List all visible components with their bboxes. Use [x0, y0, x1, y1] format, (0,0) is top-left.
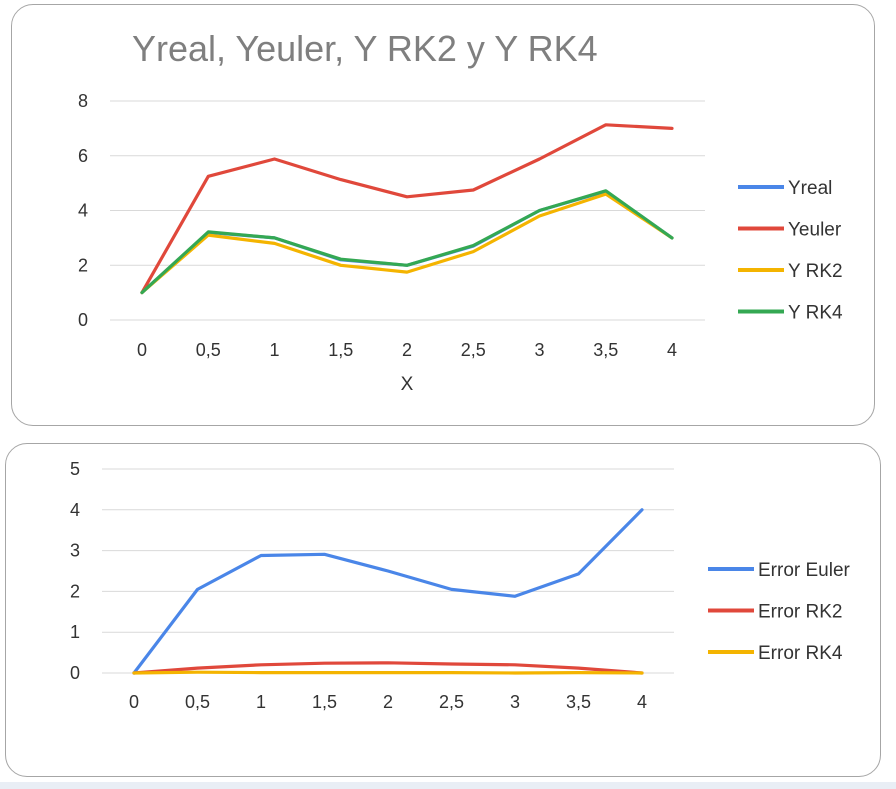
chart-1-legend-label-y-rk4: Y RK4: [788, 303, 843, 324]
chart-1-x-tick-label: 3: [534, 340, 544, 360]
chart-2-x-tick-label: 2,5: [439, 692, 464, 712]
chart-1-series-y-rk2-line: [140, 192, 674, 295]
chart-1-x-tick-label: 4: [667, 340, 677, 360]
chart-2-x-tick-label: 0: [129, 692, 139, 712]
chart-2-x-tick-label: 2: [383, 692, 393, 712]
chart-1-y-tick-label: 0: [78, 310, 88, 330]
chart-1-svg: Yreal, Yeuler, Y RK2 y Y RK4 0 2 4 6 8 0 0,5 1…: [78, 28, 843, 395]
chart-2-series: [132, 508, 644, 675]
chart-2-y-tick-label: 5: [70, 459, 80, 479]
chart-1-x-tick-label: 0: [137, 340, 147, 360]
chart-2-y-tick-label: 4: [70, 500, 80, 520]
chart-2-y-tick-label: 3: [70, 541, 80, 561]
chart-2-y-tick-label: 1: [70, 622, 80, 642]
chart-1-x-tick-label: 1,5: [328, 340, 353, 360]
chart-1-legend: Yreal Yeuler Y RK2 Y RK4: [738, 178, 843, 324]
chart-1-legend-label-yreal: Yreal: [788, 178, 832, 199]
chart-2-x-tick-label: 0,5: [185, 692, 210, 712]
chart-2-x-tick-label: 3: [510, 692, 520, 712]
chart-1-x-tick-label: 2: [402, 340, 412, 360]
chart-2-x-ticks: 0 0,5 1 1,5 2 2,5 3 3,5 4: [129, 692, 647, 712]
chart-1-title: Yreal, Yeuler, Y RK2 y Y RK4: [132, 28, 598, 69]
chart-2-y-tick-label: 0: [70, 663, 80, 683]
chart-1-x-tick-label: 0,5: [196, 340, 221, 360]
chart-1-x-tick-label: 2,5: [461, 340, 486, 360]
chart-2-legend: Error Euler Error RK2 Error RK4: [708, 560, 851, 664]
chart-2-x-tick-label: 1,5: [312, 692, 337, 712]
chart-1-x-axis-title: X: [401, 374, 414, 395]
chart-1-legend-label-yeuler: Yeuler: [788, 220, 842, 241]
chart-1-gridlines: [110, 100, 705, 321]
chart-1-x-tick-label: 3,5: [593, 340, 618, 360]
chart-1-y-tick-label: 4: [78, 201, 88, 221]
chart-1-y-tick-label: 2: [78, 255, 88, 275]
chart-panel-1: Yreal, Yeuler, Y RK2 y Y RK4 0 2 4 6 8 0 0,5 1…: [11, 4, 875, 426]
chart-1-y-tick-label: 8: [78, 91, 88, 111]
chart-1-y-ticks: 0 2 4 6 8: [78, 91, 88, 330]
chart-2-legend-label-error-rk4: Error RK4: [758, 643, 843, 664]
chart-1-series-y-rk4-line: [140, 189, 674, 295]
chart-1-y-tick-label: 6: [78, 146, 88, 166]
chart-2-y-ticks: 0 1 2 3 4 5: [70, 459, 80, 683]
bottom-strip: [0, 782, 896, 789]
chart-2-x-tick-label: 4: [637, 692, 647, 712]
chart-2-legend-label-error-euler: Error Euler: [758, 560, 851, 581]
chart-2-x-tick-label: 1: [256, 692, 266, 712]
chart-1-series-yreal-line: [140, 189, 674, 295]
chart-1-x-ticks: 0 0,5 1 1,5 2 2,5 3 3,5 4: [137, 340, 677, 360]
chart-1-x-tick-label: 1: [269, 340, 279, 360]
chart-1-series: [140, 123, 674, 295]
chart-2-x-tick-label: 3,5: [566, 692, 591, 712]
chart-1-series-yeuler-line: [140, 123, 674, 295]
chart-2-y-tick-label: 2: [70, 581, 80, 601]
chart-2-legend-label-error-rk2: Error RK2: [758, 602, 842, 623]
chart-1-legend-label-y-rk2: Y RK2: [788, 261, 843, 282]
